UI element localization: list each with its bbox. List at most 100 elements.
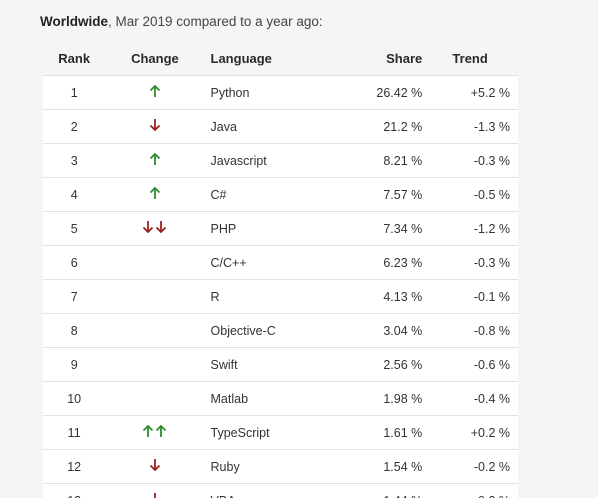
language-ranking-table: Rank Change Language Share Trend 1 Python… [43, 42, 518, 498]
change-cell [105, 449, 205, 484]
trend-cell: -0.4 % [422, 381, 518, 416]
header-rank: Rank [43, 42, 106, 76]
change-indicator [149, 118, 161, 132]
change-cell [105, 313, 205, 348]
trend-cell: -0.3 % [422, 143, 518, 178]
change-cell [105, 245, 205, 280]
rank-cell: 5 [43, 211, 106, 246]
trend-cell: -0.5 % [422, 177, 518, 212]
change-cell [105, 415, 205, 450]
rank-cell: 8 [43, 313, 106, 348]
arrow-down-icon [155, 220, 167, 234]
table-row: 5 PHP 7.34 % -1.2 % [43, 211, 518, 246]
arrow-up-icon [149, 152, 161, 166]
trend-cell: -0.2 % [422, 483, 518, 498]
share-cell: 3.04 % [346, 313, 423, 348]
share-cell: 7.57 % [346, 177, 423, 212]
language-cell: R [204, 279, 347, 314]
trend-cell: -1.3 % [422, 109, 518, 144]
arrow-down-icon [149, 118, 161, 132]
language-cell: TypeScript [204, 415, 347, 450]
table-row: 10 Matlab 1.98 % -0.4 % [43, 381, 518, 416]
language-cell: Javascript [204, 143, 347, 178]
change-cell [105, 109, 205, 144]
language-cell: C# [204, 177, 347, 212]
share-cell: 4.13 % [346, 279, 423, 314]
table-row: 4 C# 7.57 % -0.5 % [43, 177, 518, 212]
header-language: Language [204, 42, 347, 76]
rank-cell: 13 [43, 483, 106, 498]
trend-cell: -0.3 % [422, 245, 518, 280]
share-cell: 2.56 % [346, 347, 423, 382]
rank-cell: 12 [43, 449, 106, 484]
trend-cell: -0.6 % [422, 347, 518, 382]
trend-cell: -0.8 % [422, 313, 518, 348]
rank-cell: 2 [43, 109, 106, 144]
change-indicator [142, 220, 167, 234]
language-cell: Java [204, 109, 347, 144]
language-cell: VBA [204, 483, 347, 498]
rank-cell: 9 [43, 347, 106, 382]
arrow-up-icon [149, 84, 161, 98]
change-cell [105, 143, 205, 178]
change-indicator [149, 458, 161, 472]
rank-cell: 11 [43, 415, 106, 450]
language-cell: Ruby [204, 449, 347, 484]
language-cell: Objective-C [204, 313, 347, 348]
table-caption: Worldwide, Mar 2019 compared to a year a… [40, 14, 323, 29]
change-cell [105, 347, 205, 382]
change-cell [105, 483, 205, 498]
change-cell [105, 75, 205, 110]
table-row: 13 VBA1.44 %-0.2 % [43, 483, 518, 498]
language-cell: PHP [204, 211, 347, 246]
change-cell [105, 381, 205, 416]
table-body: 1 Python 26.42 % +5.2 % 2 Java 21.2 % -1.3 % 3 Ja… [43, 75, 518, 498]
table-row: 2 Java 21.2 % -1.3 % [43, 109, 518, 144]
trend-cell: +5.2 % [422, 75, 518, 110]
share-cell: 26.42 % [346, 75, 423, 110]
trend-cell: +0.2 % [422, 415, 518, 450]
arrow-down-icon [149, 492, 161, 498]
change-cell [105, 279, 205, 314]
share-cell: 8.21 % [346, 143, 423, 178]
change-cell [105, 177, 205, 212]
share-cell: 7.34 % [346, 211, 423, 246]
caption-text: , Mar 2019 compared to a year ago: [108, 14, 323, 29]
arrow-up-icon [142, 424, 154, 438]
change-indicator [149, 152, 161, 166]
table-row: 12 Ruby 1.54 % -0.2 % [43, 449, 518, 484]
rank-cell: 4 [43, 177, 106, 212]
change-indicator [149, 84, 161, 98]
table-row: 6 C/C++ 6.23 % -0.3 % [43, 245, 518, 280]
language-cell: Matlab [204, 381, 347, 416]
header-change: Change [105, 42, 205, 76]
header-share: Share [346, 42, 423, 76]
rank-cell: 1 [43, 75, 106, 110]
arrow-up-icon [149, 186, 161, 200]
table-row: 8 Objective-C 3.04 % -0.8 % [43, 313, 518, 348]
rank-cell: 3 [43, 143, 106, 178]
rank-cell: 6 [43, 245, 106, 280]
share-cell: 21.2 % [346, 109, 423, 144]
share-cell: 1.44 % [346, 483, 423, 498]
rank-cell: 7 [43, 279, 106, 314]
table-row: 3 Javascript 8.21 % -0.3 % [43, 143, 518, 178]
language-cell: Swift [204, 347, 347, 382]
table-row: 9 Swift 2.56 % -0.6 % [43, 347, 518, 382]
arrow-up-icon [155, 424, 167, 438]
share-cell: 1.54 % [346, 449, 423, 484]
table-row: 1 Python 26.42 % +5.2 % [43, 75, 518, 110]
table-row: 7 R 4.13 % -0.1 % [43, 279, 518, 314]
language-cell: Python [204, 75, 347, 110]
header-trend: Trend [422, 42, 518, 76]
caption-region: Worldwide [40, 14, 109, 29]
share-cell: 6.23 % [346, 245, 423, 280]
table-row: 11 TypeScript 1.61 % +0.2 % [43, 415, 518, 450]
arrow-down-icon [149, 458, 161, 472]
change-indicator [149, 186, 161, 200]
change-indicator [149, 492, 161, 498]
change-cell [105, 211, 205, 246]
share-cell: 1.98 % [346, 381, 423, 416]
table-header-row: Rank Change Language Share Trend [43, 42, 518, 76]
